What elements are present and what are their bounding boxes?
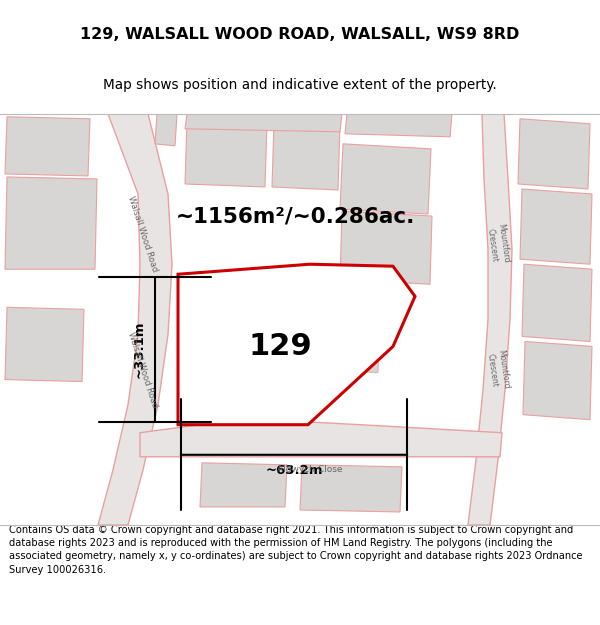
Polygon shape [5,308,84,382]
Polygon shape [178,264,415,425]
Polygon shape [155,114,177,146]
Polygon shape [140,421,502,457]
Polygon shape [305,312,380,372]
Polygon shape [5,177,97,269]
Polygon shape [300,465,402,512]
Polygon shape [522,264,592,341]
Polygon shape [98,114,172,525]
Text: Mountford
Crescent: Mountford Crescent [485,223,511,265]
Polygon shape [523,341,592,419]
Text: Aldwych Close: Aldwych Close [277,466,343,474]
Text: Mountford
Crescent: Mountford Crescent [485,349,511,391]
Polygon shape [340,211,432,284]
Text: ~33.1m: ~33.1m [133,321,146,378]
Polygon shape [215,308,297,366]
Text: 129: 129 [248,332,312,361]
Text: Map shows position and indicative extent of the property.: Map shows position and indicative extent… [103,78,497,92]
Polygon shape [518,119,590,189]
Polygon shape [272,121,340,190]
Text: Walsall Wood Road: Walsall Wood Road [127,195,160,273]
Polygon shape [468,114,512,525]
Polygon shape [185,114,342,132]
Polygon shape [520,189,592,264]
Text: 129, WALSALL WOOD ROAD, WALSALL, WS9 8RD: 129, WALSALL WOOD ROAD, WALSALL, WS9 8RD [80,27,520,42]
Polygon shape [340,144,431,214]
Polygon shape [345,114,452,137]
Polygon shape [185,121,267,187]
Polygon shape [5,117,90,176]
Text: Walsall Wood Road: Walsall Wood Road [127,331,160,409]
Polygon shape [200,462,287,507]
Text: ~63.2m: ~63.2m [265,464,323,478]
Text: ~1156m²/~0.286ac.: ~1156m²/~0.286ac. [175,206,415,226]
Text: Contains OS data © Crown copyright and database right 2021. This information is : Contains OS data © Crown copyright and d… [9,525,583,574]
